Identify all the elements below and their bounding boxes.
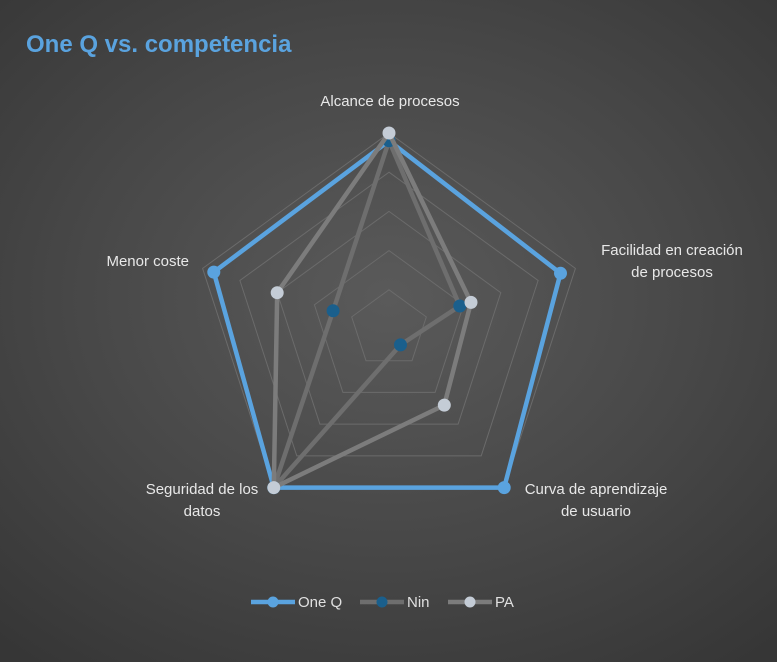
- series-one-q: [207, 134, 567, 495]
- series-line: [211, 138, 563, 490]
- axis-label-line: Seguridad de los: [146, 481, 259, 498]
- axis-label: Curva de aprendizaje de usuario: [525, 481, 668, 520]
- data-point: [270, 286, 284, 300]
- legend-label: Nin: [407, 594, 430, 611]
- axis-label-line: Alcance de procesos: [320, 93, 459, 110]
- axis-label-line: de usuario: [561, 503, 631, 520]
- data-point: [554, 266, 567, 280]
- grid-ring: [313, 249, 465, 393]
- axis-label-line: de procesos: [631, 264, 713, 281]
- legend-item: One Q: [251, 594, 342, 611]
- axis-label: Alcance de procesos: [320, 93, 459, 110]
- axis-labels: Alcance de procesos Facilidad en creación…: [106, 93, 742, 520]
- series-line: [271, 130, 474, 490]
- data-point: [326, 304, 340, 318]
- data-point: [267, 481, 281, 495]
- grid-ring: [276, 210, 502, 425]
- axis-label-line: Curva de aprendizaje: [525, 481, 668, 498]
- grid-ring: [351, 289, 427, 362]
- legend-label: PA: [495, 594, 514, 611]
- data-point: [207, 265, 221, 279]
- legend: One Q Nin PA: [251, 594, 514, 611]
- axis-label: Menor coste: [106, 253, 189, 270]
- legend-label: One Q: [298, 594, 342, 611]
- grid-ring: [239, 171, 539, 457]
- axis-label: Facilidad en creación de procesos: [601, 242, 743, 281]
- grid: [202, 132, 576, 489]
- legend-marker: [267, 596, 279, 608]
- series: [207, 126, 567, 495]
- data-point: [382, 126, 396, 140]
- data-point: [394, 338, 407, 352]
- chart-title: One Q vs. competencia: [26, 31, 292, 58]
- data-point: [464, 295, 478, 309]
- legend-item: PA: [448, 594, 514, 611]
- data-point: [453, 299, 467, 313]
- data-point: [437, 398, 451, 412]
- legend-marker: [464, 596, 476, 608]
- legend-item: Nin: [360, 594, 430, 611]
- axis-label-line: Menor coste: [106, 253, 189, 270]
- data-point: [497, 481, 511, 495]
- series-pa: [267, 126, 478, 495]
- axis-label-line: datos: [184, 503, 221, 520]
- axis-label-line: Facilidad en creación: [601, 242, 743, 259]
- axis-label: Seguridad de los datos: [146, 481, 259, 520]
- legend-marker: [376, 596, 388, 608]
- series-line: [271, 138, 463, 490]
